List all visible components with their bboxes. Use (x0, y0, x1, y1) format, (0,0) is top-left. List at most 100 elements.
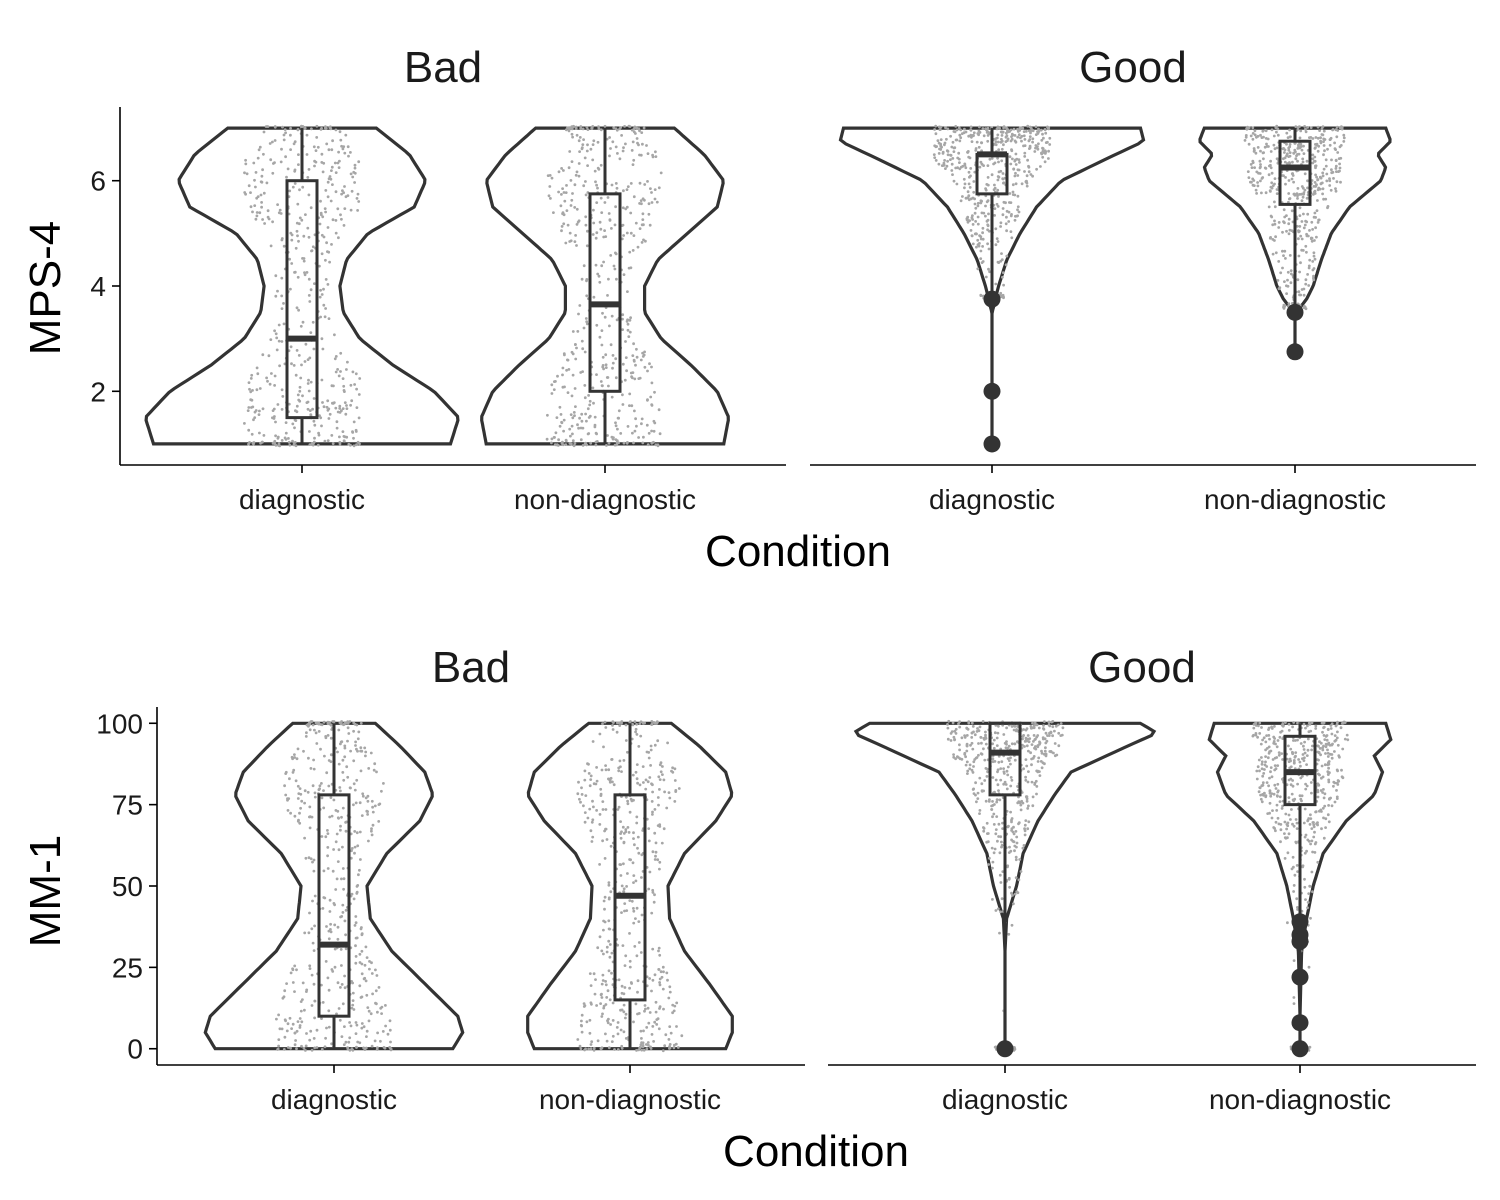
jitter-point (1335, 180, 1339, 184)
jitter-point (999, 225, 1002, 228)
jitter-point (584, 193, 588, 197)
jitter-point (1267, 205, 1271, 209)
jitter-point (1335, 795, 1339, 799)
jitter-point (326, 846, 330, 849)
jitter-point (620, 720, 624, 723)
jitter-point (280, 276, 284, 280)
jitter-point (1332, 177, 1335, 180)
jitter-point (1287, 800, 1291, 804)
jitter-point (1305, 849, 1308, 853)
jitter-point (1272, 134, 1276, 138)
jitter-point (1027, 165, 1031, 169)
jitter-point (589, 1047, 593, 1051)
jitter-point (339, 213, 342, 217)
jitter-point (263, 222, 266, 225)
jitter-point (671, 1011, 674, 1015)
jitter-point (1296, 908, 1299, 911)
jitter-point (357, 416, 361, 420)
jitter-point (658, 1005, 662, 1009)
jitter-point (978, 812, 981, 815)
jitter-point (1032, 734, 1036, 737)
jitter-point (336, 410, 340, 414)
jitter-point (356, 1040, 360, 1044)
jitter-point (1305, 763, 1308, 766)
jitter-point (635, 355, 639, 359)
jitter-point (1034, 737, 1037, 741)
jitter-point (1316, 188, 1320, 192)
jitter-point (653, 831, 657, 835)
jitter-point (565, 184, 568, 187)
jitter-point (641, 142, 644, 146)
jitter-point (380, 789, 383, 793)
jitter-point (268, 142, 272, 145)
jitter-point (631, 140, 635, 144)
jitter-point (965, 196, 969, 200)
jitter-point (562, 213, 566, 217)
jitter-point (1288, 151, 1292, 155)
jitter-point (977, 145, 981, 149)
jitter-point (964, 166, 968, 170)
jitter-point (1010, 778, 1014, 782)
jitter-point (624, 356, 628, 359)
jitter-point (329, 796, 333, 799)
jitter-point (614, 205, 617, 209)
jitter-point (1010, 891, 1013, 895)
jitter-point (342, 224, 346, 227)
jitter-point (334, 190, 338, 194)
jitter-point (993, 731, 997, 735)
jitter-point (975, 800, 978, 804)
jitter-point (994, 909, 998, 912)
jitter-point (1298, 794, 1302, 798)
jitter-point (310, 1004, 314, 1007)
jitter-point (650, 782, 653, 786)
facet-title-good: Good (1079, 43, 1187, 92)
jitter-point (1308, 136, 1311, 140)
jitter-point (360, 949, 364, 953)
jitter-point (590, 1040, 594, 1044)
jitter-point (365, 993, 369, 997)
jitter-point (1298, 214, 1302, 218)
jitter-point (1027, 129, 1031, 133)
jitter-point (1303, 188, 1307, 192)
jitter-point (1302, 191, 1306, 195)
jitter-point (276, 436, 280, 440)
jitter-point (281, 395, 285, 398)
jitter-point (326, 195, 330, 199)
jitter-point (320, 1047, 324, 1051)
jitter-point (355, 890, 359, 894)
jitter-point (1314, 216, 1317, 219)
jitter-point (343, 151, 347, 155)
jitter-point (601, 364, 605, 367)
jitter-point (657, 408, 661, 412)
jitter-point (981, 237, 985, 241)
jitter-point (996, 178, 1000, 182)
jitter-point (298, 188, 301, 192)
jitter-point (996, 133, 1000, 137)
jitter-point (1283, 249, 1287, 253)
jitter-point (999, 910, 1002, 914)
jitter-point (1024, 758, 1028, 761)
jitter-point (631, 249, 635, 252)
jitter-point (275, 348, 279, 352)
jitter-point (646, 369, 649, 373)
jitter-point (1256, 181, 1259, 184)
jitter-point (604, 1003, 608, 1006)
jitter-point (951, 157, 955, 160)
jitter-point (1302, 744, 1305, 748)
jitter-point (375, 1048, 379, 1051)
jitter-point (1309, 842, 1312, 846)
jitter-point (595, 373, 598, 376)
jitter-point (1022, 130, 1026, 134)
jitter-point (579, 126, 583, 130)
jitter-point (327, 148, 331, 152)
jitter-point (326, 734, 330, 737)
jitter-point (296, 797, 300, 800)
jitter-point (1001, 213, 1005, 217)
jitter-point (973, 758, 977, 761)
jitter-point (364, 979, 368, 983)
jitter-point (986, 176, 990, 179)
jitter-point (645, 750, 649, 754)
jitter-point (1287, 722, 1291, 726)
jitter-point (571, 373, 575, 377)
jitter-point (969, 125, 973, 129)
